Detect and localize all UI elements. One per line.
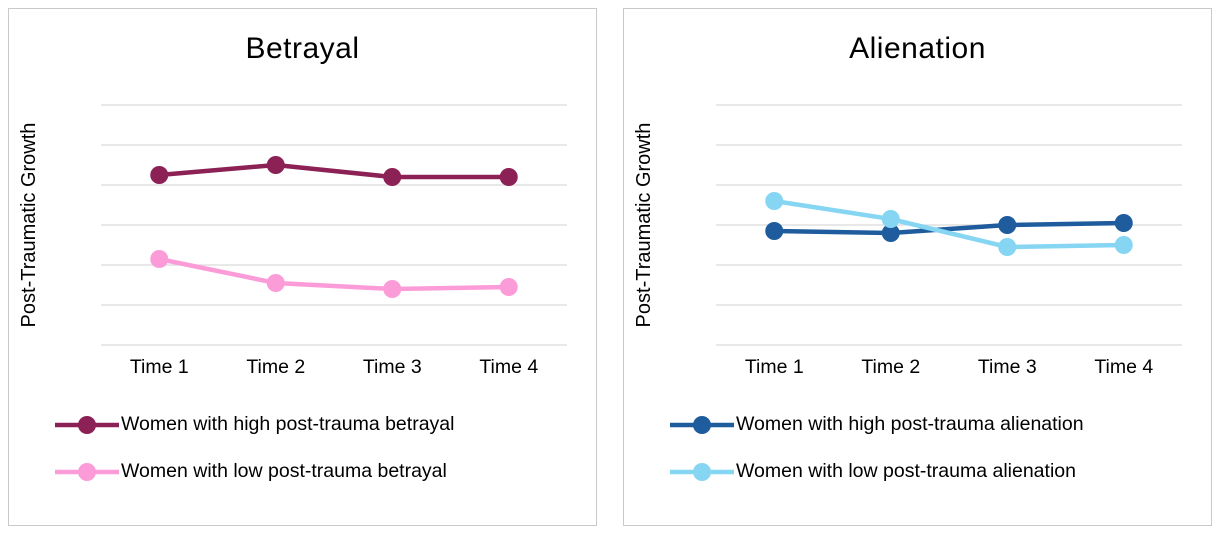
data-point-marker <box>499 278 518 296</box>
data-point-marker <box>765 222 784 240</box>
series-line <box>773 198 1124 250</box>
x-tick-label: Time 2 <box>246 356 305 378</box>
x-tick-label: Time 1 <box>130 356 189 378</box>
series-line <box>159 162 509 180</box>
data-point-marker <box>499 168 518 186</box>
legend-marker-icon <box>670 415 734 434</box>
series-line <box>774 220 1124 236</box>
legend-label: Women with high post-trauma alienation <box>736 413 1084 435</box>
data-point-marker <box>150 166 169 184</box>
legend-label: Women with low post-trauma betrayal <box>121 460 447 482</box>
legend-item: Women with high post-trauma betrayal <box>55 413 596 436</box>
legend-label: Women with high post-trauma betrayal <box>121 413 455 435</box>
data-point-marker <box>998 216 1017 234</box>
x-tick-label: Time 4 <box>479 356 538 378</box>
legend-item: Women with low post-trauma alienation <box>670 460 1211 483</box>
legend-betrayal: Women with high post-trauma betrayal Wome… <box>55 413 596 483</box>
data-point-marker <box>765 192 784 210</box>
x-tick-label: Time 3 <box>978 356 1037 378</box>
x-tick-label: Time 4 <box>1094 356 1153 378</box>
chart-title-betrayal: Betrayal <box>245 32 360 65</box>
data-point-marker <box>881 224 900 242</box>
data-point-marker <box>998 238 1017 256</box>
y-axis-label: Post-Traumatic Growth <box>633 123 655 328</box>
legend-item: Women with high post-trauma alienation <box>670 413 1211 436</box>
line-chart-betrayal: Time 1 Time 2 Time 3 Time 4 Post-Traumatic G… <box>18 104 567 378</box>
data-point-marker <box>266 156 285 174</box>
chart-panel-alienation: Alienation Time 1 Time 2 Time 3 Time 4 Post-… <box>623 8 1212 526</box>
legend-marker-icon <box>670 462 734 481</box>
data-point-marker <box>881 210 900 228</box>
line-chart-alienation: Time 1 Time 2 Time 3 Time 4 Post-Traumatic G… <box>633 104 1182 378</box>
legend-marker-icon <box>55 462 119 481</box>
x-tick-label: Time 2 <box>861 356 920 378</box>
data-point-marker <box>150 250 169 268</box>
series-line <box>158 256 509 292</box>
y-axis-label: Post-Traumatic Growth <box>18 123 40 328</box>
chart-title-alienation: Alienation <box>849 32 986 65</box>
legend-item: Women with low post-trauma betrayal <box>55 460 596 483</box>
legend-label: Women with low post-trauma alienation <box>736 460 1076 482</box>
x-tick-label: Time 3 <box>363 356 422 378</box>
chart-panel-betrayal: Betrayal Time 1 Time 2 Time 3 Time 4 Post-Tr… <box>8 8 597 526</box>
data-point-marker <box>383 168 402 186</box>
legend-alienation: Women with high post-trauma alienation Wo… <box>670 413 1211 483</box>
x-tick-label: Time 1 <box>745 356 804 378</box>
data-point-marker <box>1114 236 1133 254</box>
legend-marker-icon <box>55 415 119 434</box>
data-point-marker <box>1114 214 1133 232</box>
data-point-marker <box>266 274 285 292</box>
data-point-marker <box>383 280 402 298</box>
